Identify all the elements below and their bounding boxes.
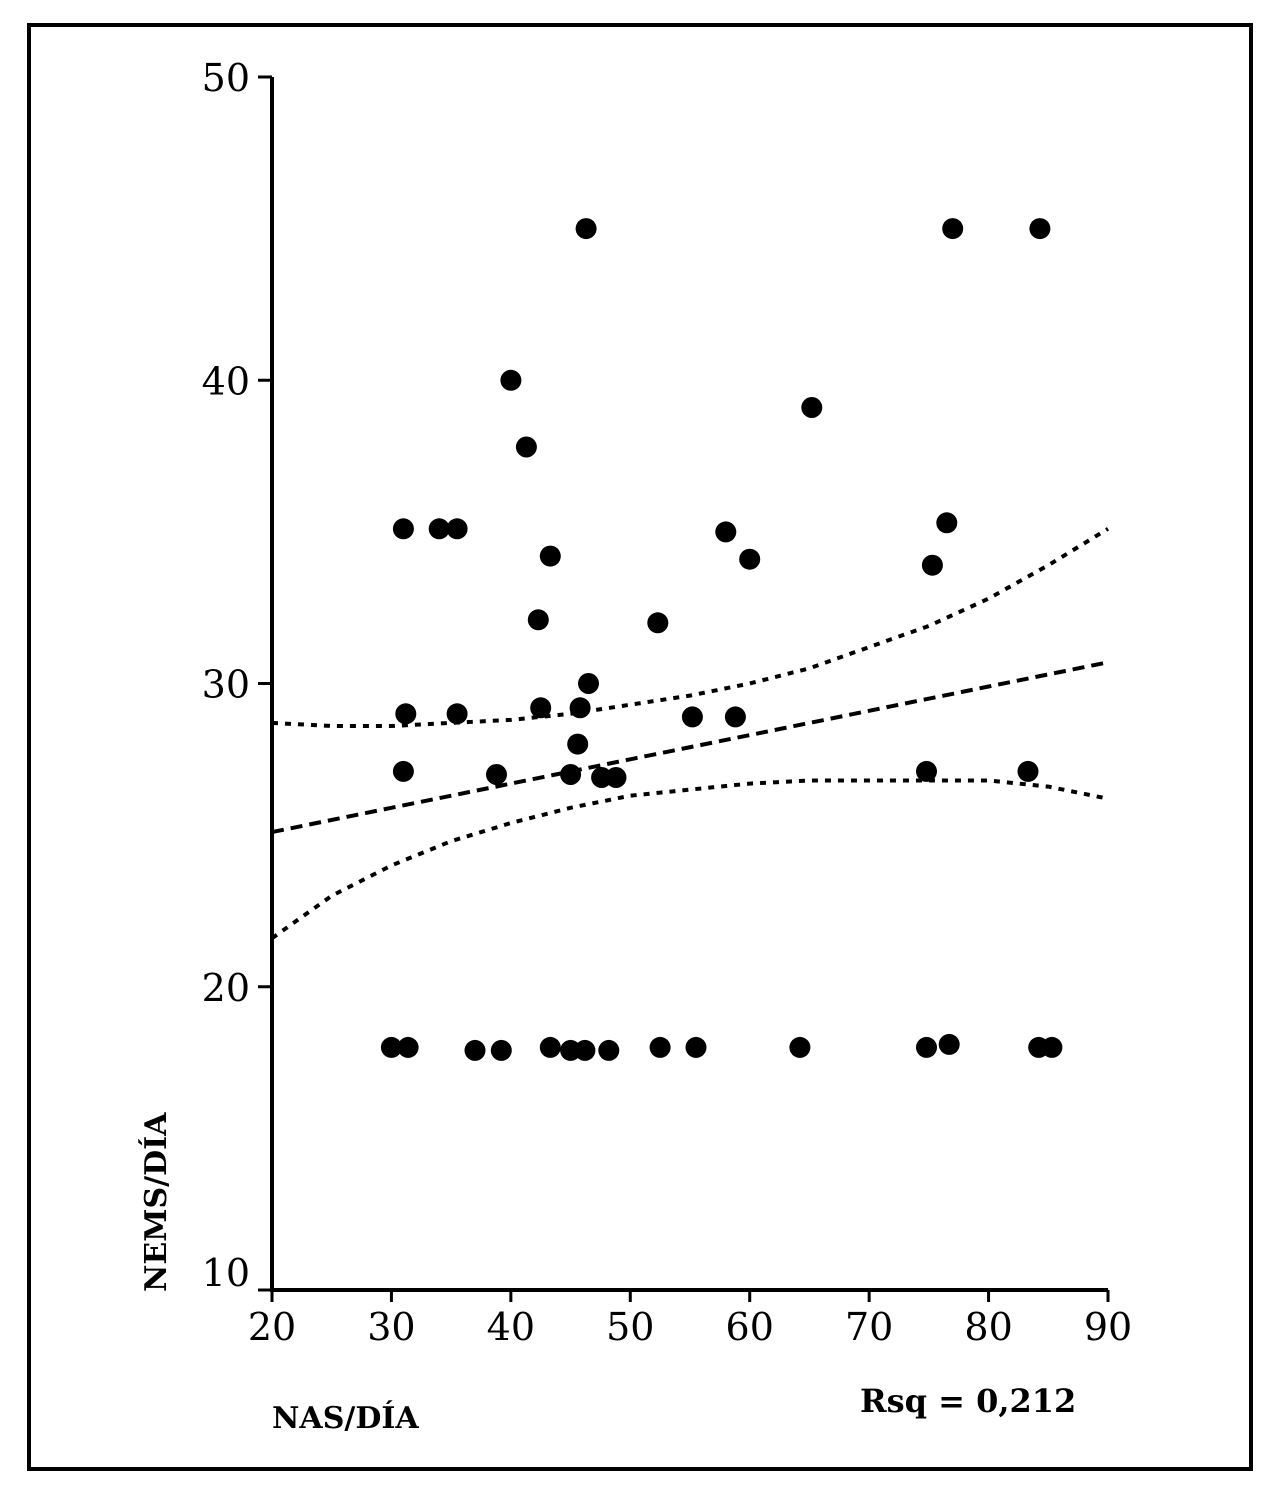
data-point: [916, 760, 937, 782]
data-point: [539, 1036, 561, 1058]
data-point: [789, 1036, 811, 1058]
data-point: [936, 512, 958, 534]
x-axis-title: NAS/DÍA: [272, 1400, 419, 1436]
x-tick-label: 30: [367, 1305, 415, 1349]
data-point: [500, 369, 522, 391]
data-point: [574, 1039, 596, 1061]
data-point: [486, 764, 507, 785]
data-point: [397, 1036, 419, 1058]
data-point: [527, 609, 549, 631]
y-tick-label: 50: [202, 56, 250, 100]
data-point: [916, 1036, 937, 1058]
data-point: [1029, 218, 1051, 240]
data-point: [490, 1039, 512, 1061]
x-tick-label: 40: [487, 1305, 535, 1349]
data-points: [380, 218, 1063, 1061]
data-point: [569, 697, 591, 719]
r-squared-annotation: Rsq = 0,212: [860, 1382, 1076, 1420]
data-point: [681, 706, 703, 728]
data-point: [446, 703, 468, 725]
y-axis-title: NEMS/DÍA: [138, 1112, 174, 1292]
data-point: [530, 697, 552, 719]
data-point: [938, 1033, 960, 1055]
confidence-band-line-2: [270, 778, 1109, 940]
data-point: [598, 1039, 620, 1061]
data-point: [392, 760, 414, 782]
data-point: [715, 521, 737, 543]
data-point: [464, 1039, 486, 1061]
data-point: [685, 1036, 707, 1058]
data-point: [392, 518, 414, 540]
data-point: [942, 218, 964, 240]
data-point: [921, 554, 943, 576]
regression-lines: [270, 527, 1110, 940]
chart-frame: [27, 23, 1253, 1471]
data-point: [1041, 1036, 1063, 1058]
axes: [270, 77, 1108, 1292]
confidence-band-line-1: [271, 527, 1110, 728]
regression-fit-line: [271, 660, 1109, 835]
data-point: [395, 703, 417, 725]
data-point: [647, 612, 669, 634]
data-point: [1017, 760, 1039, 782]
data-point: [539, 545, 561, 567]
data-point: [380, 1036, 402, 1058]
x-tick-label: 70: [845, 1305, 893, 1349]
data-point: [575, 218, 597, 240]
data-point: [567, 733, 589, 755]
data-point: [591, 767, 613, 788]
data-point: [578, 673, 599, 694]
x-tick-label: 50: [606, 1305, 654, 1349]
y-tick-label: 20: [202, 966, 250, 1010]
data-point: [739, 548, 761, 570]
y-tick-label: 40: [202, 359, 250, 403]
data-point: [801, 397, 823, 418]
x-tick-label: 80: [964, 1305, 1012, 1349]
x-tick-label: 60: [726, 1305, 774, 1349]
y-ticks: 10 20 30 40 50: [202, 56, 272, 1295]
x-ticks: 20 30 40 50 60 70 80 90: [248, 1290, 1132, 1349]
data-point: [428, 518, 450, 540]
data-point: [649, 1036, 671, 1058]
x-tick-label: 90: [1084, 1305, 1132, 1349]
y-tick-label: 10: [202, 1251, 250, 1295]
data-point: [560, 764, 582, 785]
data-point: [515, 436, 537, 458]
y-tick-label: 30: [202, 663, 250, 707]
data-point: [446, 518, 468, 540]
data-point: [724, 706, 746, 728]
x-tick-label: 20: [248, 1305, 296, 1349]
data-point: [605, 767, 627, 788]
